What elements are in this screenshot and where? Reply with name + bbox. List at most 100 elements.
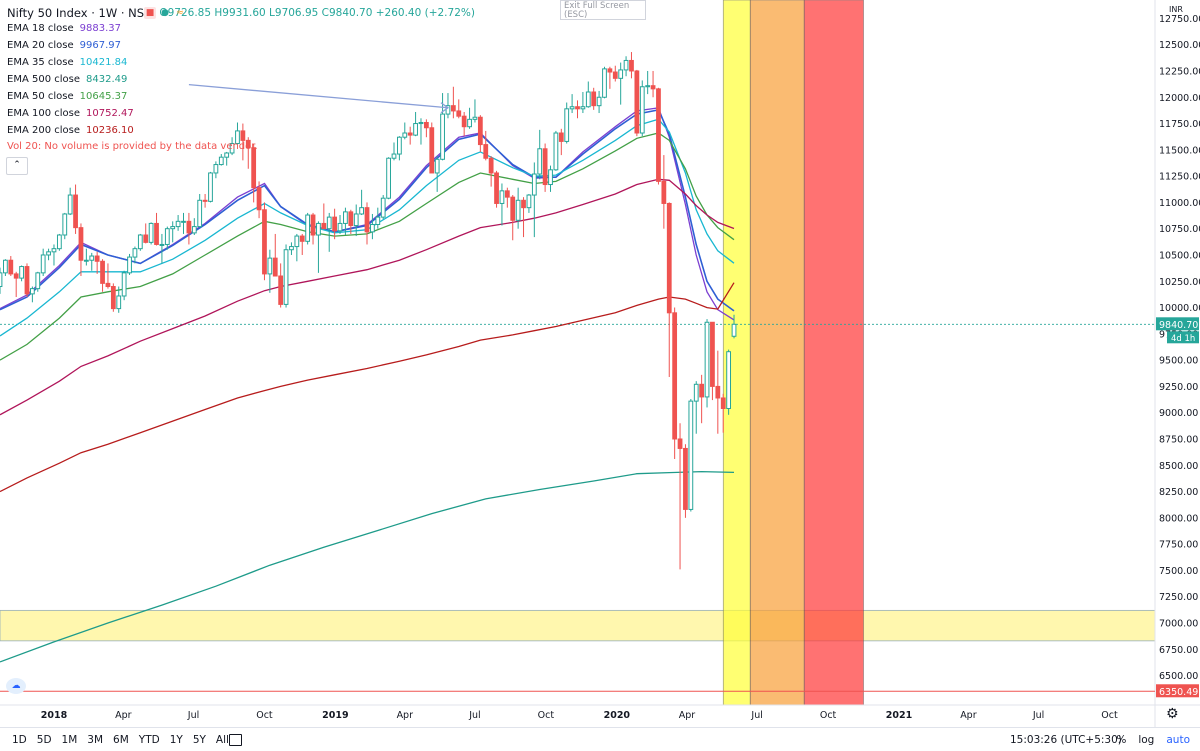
range-button[interactable]: YTD	[138, 733, 160, 746]
candle-body	[83, 259, 89, 262]
candle-body	[402, 132, 408, 138]
candle	[262, 202, 267, 281]
indicator-value: 9967.97	[79, 40, 121, 51]
candle-body	[386, 157, 391, 199]
candle	[715, 350, 721, 434]
x-tick-label: Oct	[820, 710, 837, 721]
y-tick-label: 9250.00	[1159, 382, 1198, 393]
candle-body	[343, 211, 348, 224]
range-button[interactable]: 3M	[87, 733, 104, 746]
candle	[191, 218, 197, 235]
candle-body	[558, 132, 564, 142]
candle	[515, 187, 521, 229]
y-tick-label: 12250.00	[1159, 66, 1200, 77]
candle	[370, 213, 375, 240]
candle-body	[40, 254, 46, 274]
clock-time[interactable]: 15:03:26 (UTC+5:30)	[1010, 733, 1122, 746]
range-button[interactable]: 1D	[12, 733, 27, 746]
candle	[67, 187, 73, 216]
candle-body	[726, 351, 732, 409]
candle-body	[51, 248, 57, 253]
indicator-row[interactable]: EMA 50 close 10645.37	[7, 91, 127, 102]
indicator-value: 10236.10	[86, 125, 134, 136]
exit-fullscreen-hint[interactable]: Exit Full Screen (ESC)	[560, 0, 646, 20]
countdown-box	[1167, 331, 1199, 344]
candle-body	[100, 260, 105, 284]
x-tick-label: Apr	[679, 710, 696, 721]
symbol-title[interactable]: Nifty 50 Index · 1W · NSE	[7, 6, 152, 20]
candle	[289, 242, 294, 255]
gear-icon[interactable]: ⚙	[1166, 706, 1179, 722]
indicator-row[interactable]: EMA 20 close 9967.97	[7, 40, 121, 51]
data-delay-icon: ≈	[176, 8, 184, 18]
range-button[interactable]: 6M	[113, 733, 129, 746]
ohlc-readout: O9726.85 H9931.60 L9706.95 C9840.70 +260…	[159, 7, 475, 19]
ema-line	[0, 132, 735, 361]
candle-body	[251, 147, 257, 189]
range-button[interactable]: 1Y	[169, 733, 183, 746]
candle-body	[316, 222, 321, 236]
candle-body	[159, 243, 165, 246]
candle-body	[434, 158, 440, 174]
x-tick-label: Jul	[468, 710, 480, 721]
candle-body	[467, 118, 472, 128]
candle	[672, 307, 678, 459]
log-toggle[interactable]: log	[1138, 733, 1155, 746]
range-button[interactable]: All	[215, 733, 229, 746]
y-tick-label: 8750.00	[1159, 434, 1198, 445]
candle	[504, 187, 510, 208]
candle-body	[283, 249, 289, 305]
ema-line	[0, 108, 735, 312]
candle	[348, 209, 354, 234]
candle-body	[240, 130, 246, 141]
indicator-value: 8432.49	[86, 74, 128, 85]
candle	[634, 69, 640, 137]
candle	[397, 136, 402, 161]
indicator-row[interactable]: EMA 18 close 9883.37	[7, 23, 121, 34]
range-button[interactable]: 5D	[36, 733, 52, 746]
indicator-label: EMA 100 close	[7, 108, 80, 119]
flag-icon[interactable]: ■	[144, 7, 156, 19]
x-tick-label: 2021	[886, 710, 912, 721]
candle	[596, 90, 602, 114]
candle	[726, 349, 732, 415]
range-button[interactable]: 1M	[61, 733, 78, 746]
auto-toggle[interactable]: auto	[1166, 733, 1190, 746]
indicator-label: EMA 20 close	[7, 40, 74, 51]
candle-body	[607, 68, 613, 73]
indicator-row[interactable]: EMA 200 close 10236.10	[7, 125, 134, 136]
collapse-legend-button[interactable]: ⌃	[6, 157, 28, 175]
x-tick-label: Oct	[1101, 710, 1118, 721]
time-zone-band	[749, 0, 805, 706]
candle-body	[397, 136, 402, 155]
candle	[418, 118, 424, 145]
indicator-row[interactable]: EMA 35 close 10421.84	[7, 57, 127, 68]
candle-body	[289, 246, 294, 251]
candle	[353, 204, 359, 237]
candle-body	[121, 272, 127, 297]
candle	[78, 223, 84, 277]
candle	[229, 137, 235, 156]
candle	[332, 208, 338, 240]
candle-body	[256, 187, 262, 211]
indicator-row[interactable]: EMA 500 close 8432.49	[7, 74, 127, 85]
candle-body	[375, 216, 381, 225]
candle	[402, 122, 408, 140]
candle-body	[67, 194, 73, 215]
candle	[208, 171, 213, 203]
indicator-row[interactable]: EMA 100 close 10752.47	[7, 108, 134, 119]
candle	[164, 226, 170, 250]
candle	[607, 66, 613, 89]
chart-header: Nifty 50 Index · 1W · NSE O9726.85 H9931…	[0, 0, 475, 26]
indicator-value: 9883.37	[79, 23, 121, 34]
candle-body	[564, 108, 570, 142]
y-tick-label: 7500.00	[1159, 566, 1198, 577]
ema-line	[0, 118, 735, 337]
ema-line	[0, 470, 735, 663]
candle	[666, 202, 672, 377]
percent-toggle[interactable]: %	[1116, 733, 1127, 746]
range-button[interactable]: 5Y	[192, 733, 206, 746]
calendar-icon[interactable]	[229, 734, 242, 746]
candle	[558, 128, 564, 156]
